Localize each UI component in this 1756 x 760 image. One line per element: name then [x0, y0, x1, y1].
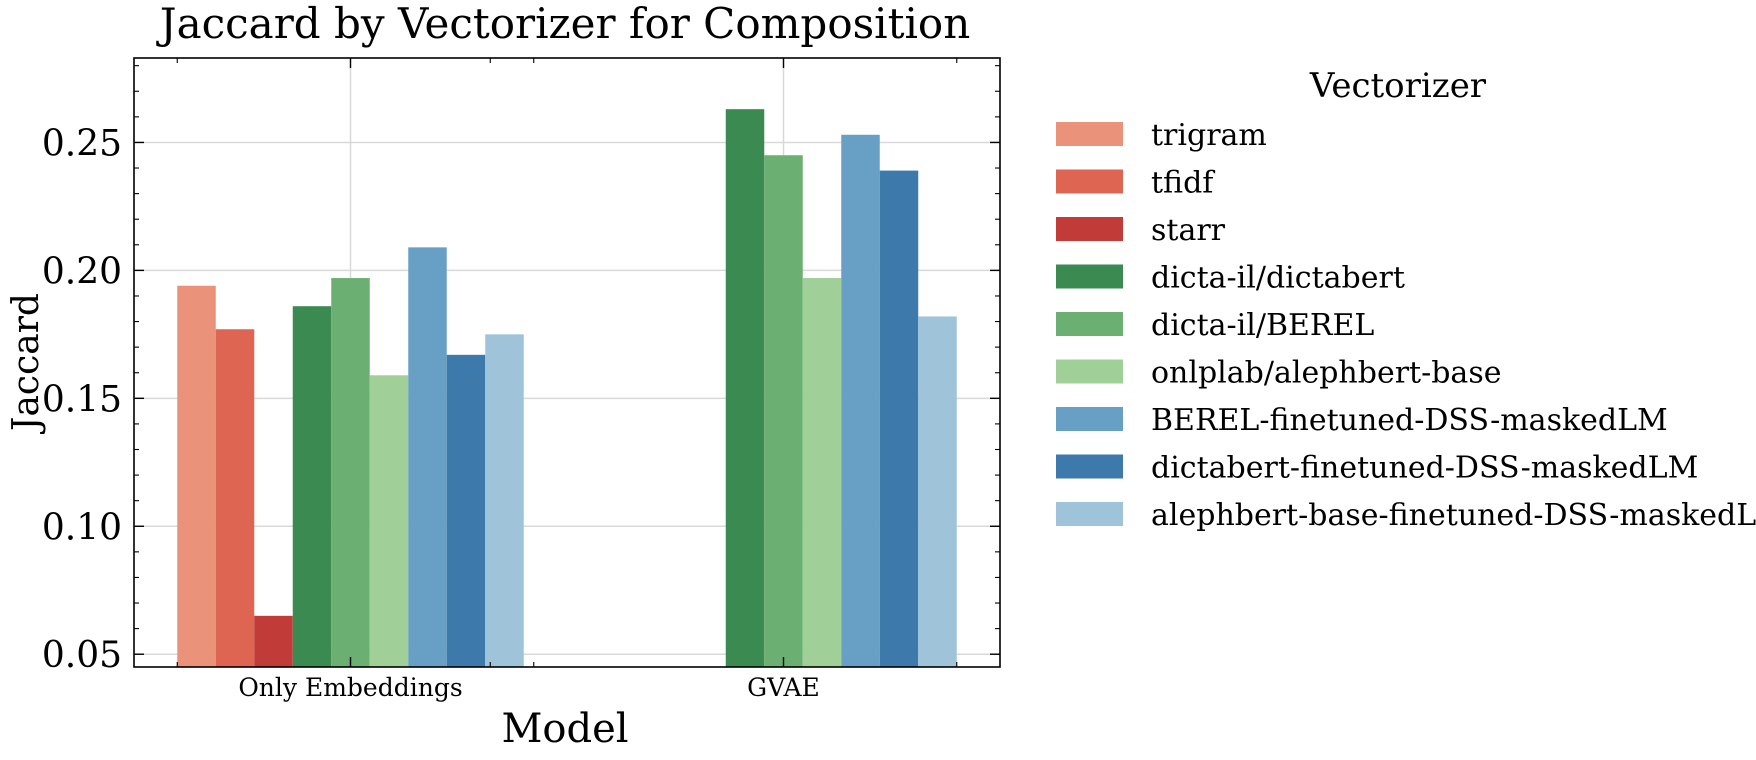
legend-swatch-trigram: [1056, 122, 1123, 146]
bar-dicta-il-berel-1: [764, 155, 803, 667]
bar-onlplab-alephbert-base-0: [369, 375, 409, 667]
bar-alephbert-base-finetuned-dss-maskedlm-1: [918, 316, 957, 667]
legend-swatch-starr: [1056, 217, 1123, 241]
x-axis-label: Model: [501, 706, 628, 752]
legend-swatch-tfidf: [1056, 169, 1123, 194]
x-tick-label: GVAE: [747, 673, 820, 702]
bar-dicta-il-dictabert-0: [292, 306, 332, 667]
legend-swatch-berel-finetuned-dss-maskedlm: [1056, 407, 1123, 431]
bar-alephbert-base-finetuned-dss-maskedlm-0: [485, 334, 524, 667]
bar-dictabert-finetuned-dss-maskedlm-1: [879, 170, 919, 667]
axes: 0.05 0.10 0.15 0.20 0.25 Only Embeddings GVAE: [42, 57, 1001, 702]
bar-berel-finetuned-dss-maskedlm-0: [408, 247, 447, 667]
y-axis-label: Jaccard: [6, 293, 47, 435]
legend-label: alephbert-base-finetuned-DSS-maskedLM: [1151, 498, 1756, 533]
legend-swatch-dictabert-finetuned-dss-maskedlm: [1056, 454, 1123, 479]
y-tick-label: 0.05: [42, 635, 122, 676]
bars: [177, 109, 957, 668]
x-tick-label: Only Embeddings: [238, 673, 462, 702]
legend-label: starr: [1151, 213, 1226, 248]
legend-label: dicta-il/dictabert: [1151, 261, 1405, 296]
legend-label: tfidf: [1151, 166, 1215, 201]
legend-swatch-alephbert-base-finetuned-dss-maskedlm: [1056, 502, 1123, 526]
plot-frame: [133, 57, 1001, 668]
bar-onlplab-alephbert-base-1: [802, 278, 842, 667]
legend-swatch-onlplab-alephbert-base: [1056, 359, 1123, 384]
bar-starr-0: [254, 615, 293, 667]
legend-label: dictabert-finetuned-DSS-maskedLM: [1151, 451, 1698, 486]
legend-swatch-dicta-il-dictabert: [1056, 264, 1123, 289]
bar-dicta-il-berel-0: [331, 278, 370, 667]
bar-berel-finetuned-dss-maskedlm-1: [841, 134, 880, 667]
legend-label: trigram: [1151, 118, 1267, 153]
bar-dicta-il-dictabert-1: [725, 109, 765, 668]
y-tick-label: 0.15: [42, 379, 122, 420]
legend: trigram tfidf starr dicta-il/dictabert dicta…: [1056, 118, 1756, 533]
legend-label: dicta-il/BEREL: [1151, 308, 1374, 343]
chart-title: Jaccard by Vectorizer for Composition: [156, 0, 971, 48]
bar-trigram-0: [177, 285, 216, 667]
legend-swatch-dicta-il-berel: [1056, 312, 1123, 336]
y-tick-label: 0.20: [42, 251, 122, 292]
legend-label: BEREL-finetuned-DSS-maskedLM: [1151, 403, 1668, 438]
y-tick-label: 0.10: [42, 507, 122, 548]
bar-dictabert-finetuned-dss-maskedlm-0: [446, 354, 486, 667]
legend-label: onlplab/alephbert-base: [1151, 356, 1501, 391]
legend-title: Vectorizer: [1309, 66, 1487, 106]
bar-tfidf-0: [215, 329, 255, 667]
y-tick-label: 0.25: [42, 123, 122, 164]
